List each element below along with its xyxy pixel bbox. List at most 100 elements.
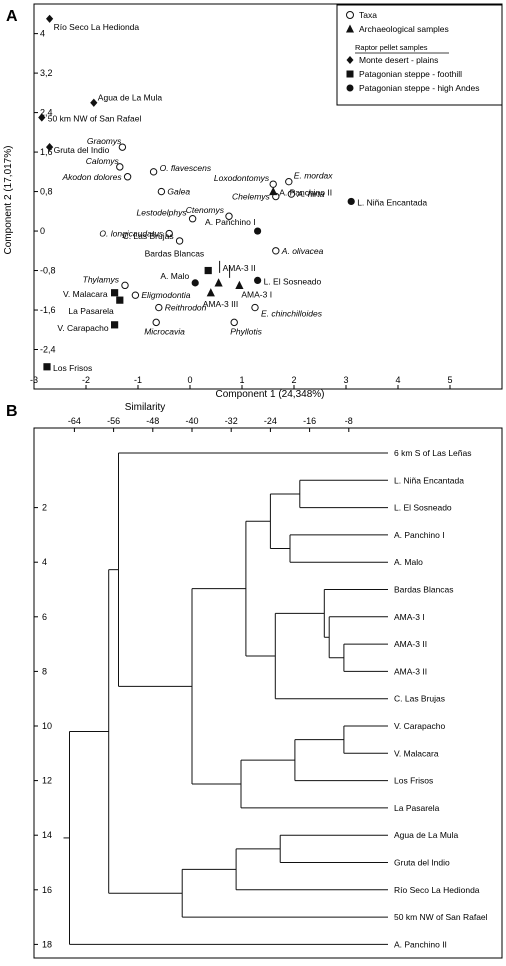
dendrogram-frame [33, 427, 503, 959]
point-label: Ctenomys [186, 205, 225, 215]
leaf-label: AMA-3 I [394, 612, 425, 622]
legend-marker-circle [346, 84, 354, 92]
dendrogram-panel: B Similarity -64 -56 -48 -40 -32 -24 -16 -8 2 4 6 8… [6, 402, 503, 959]
y-tick-label: 2,4 [40, 108, 53, 118]
index-tick-label: 8 [42, 666, 47, 676]
marker-open-circle [131, 291, 140, 299]
marker-open-circle [188, 215, 197, 223]
scatter-plot-frame [33, 3, 503, 390]
point-label: AMA-3 III [203, 299, 238, 309]
marker-diamond [46, 14, 54, 23]
marker-square [116, 296, 124, 304]
marker-diamond [38, 113, 46, 122]
point-label: A. Panchino I [205, 217, 256, 227]
leaf-label: Gruta del Indio [394, 858, 450, 868]
legend-label: Archaeological samples [359, 24, 449, 34]
x-tick-label: -2 [82, 375, 90, 385]
x-tick-label: 2 [291, 375, 296, 385]
point-label: O. longicaudatus [99, 229, 164, 239]
point-label: A. olivacea [281, 246, 324, 256]
y-tick-label: -1,6 [40, 305, 56, 315]
point-label: Phyllotis [230, 326, 262, 336]
leaf-label: Bardas Blancas [394, 585, 454, 595]
marker-triangle [206, 288, 215, 297]
marker-square [43, 363, 51, 371]
x-tick-label: 4 [395, 375, 400, 385]
similarity-tick-label: -40 [185, 416, 198, 426]
marker-square [111, 289, 119, 297]
index-tick-label: 2 [42, 503, 47, 513]
marker-open-circle [116, 163, 124, 171]
leaf-label: C. Las Brujas [394, 694, 445, 704]
marker-triangle [214, 278, 223, 287]
leaf-label: 50 km NW of San Rafael [394, 912, 488, 922]
marker-open-circle [123, 173, 132, 181]
index-tick-label: 16 [42, 885, 52, 895]
marker-open-circle [175, 237, 184, 245]
marker-open-circle [269, 180, 277, 188]
y-tick-label: 0 [40, 226, 45, 236]
point-label: Thylamys [83, 274, 120, 284]
point-label: E. chinchilloides [261, 309, 323, 319]
leaf-label: Los Frisos [394, 776, 433, 786]
marker-square [111, 321, 119, 329]
similarity-tick-label: -8 [345, 416, 353, 426]
point-label: C. Las Brujas [123, 231, 174, 241]
y-tick-label: -0,8 [40, 266, 56, 276]
dendrogram-tree [63, 452, 388, 945]
point-label: Lestodelphys [137, 208, 188, 218]
marker-open-circle [118, 143, 127, 151]
marker-open-circle [287, 190, 296, 198]
point-label: A. hirta [296, 189, 324, 199]
point-label: Bardas Blancas [145, 249, 205, 259]
leaf-label: V. Carapacho [394, 721, 445, 731]
marker-open-circle [157, 187, 166, 196]
similarity-tick-label: -24 [264, 416, 277, 426]
legend-subheading: Raptor pellet samples [355, 43, 428, 52]
legend-label: Patagonian steppe - high Andes [359, 83, 480, 93]
point-label: A. Malo [160, 271, 189, 281]
point-label: AMA-3 II [223, 263, 256, 273]
index-tick-label: 18 [42, 939, 52, 949]
leaf-label: 6 km S of Las Leñas [394, 448, 472, 458]
marker-diamond [46, 143, 54, 152]
legend-marker-triangle [346, 24, 354, 33]
marker-circle [254, 227, 262, 235]
index-tick-label: 12 [42, 776, 52, 786]
marker-circle [254, 276, 262, 285]
leaf-label: La Pasarela [394, 803, 440, 813]
point-label: La Pasarela [68, 306, 114, 316]
y-tick-label: 4 [40, 29, 45, 39]
index-tick-label: 14 [42, 830, 52, 840]
similarity-tick-label: -56 [107, 416, 120, 426]
point-label: Graomys [87, 136, 122, 146]
similarity-tick-label: -32 [225, 416, 238, 426]
marker-diamond [90, 98, 98, 107]
x-tick-label: -3 [30, 375, 38, 385]
point-label: AMA-3 I [241, 289, 272, 299]
y-tick-label: 0,8 [40, 187, 53, 197]
panel-label-a: A [6, 8, 18, 25]
marker-open-circle [285, 177, 293, 186]
marker-triangle [269, 186, 278, 196]
index-tick-label: 6 [42, 612, 47, 622]
marker-circle [347, 197, 355, 206]
point-label: Reithrodon [165, 303, 207, 313]
leaf-label: Agua de La Mula [394, 830, 459, 840]
legend-box [336, 4, 503, 106]
point-label: O. flavescens [160, 163, 212, 173]
leaf-label: V. Malacara [394, 748, 439, 758]
marker-open-circle [165, 229, 173, 238]
point-label: Microcavia [144, 326, 185, 336]
point-label: L. Niña Encantada [357, 197, 427, 207]
point-label: Eligmodontia [141, 290, 190, 300]
marker-open-circle [230, 318, 238, 327]
scatter-axes: -3 -2 -1 0 1 2 3 4 5 -2,4 -1,6 -0,8 0 0,8 1,6 2,4 3,2 4 [30, 29, 453, 389]
leaf-label: AMA-3 II [394, 666, 427, 676]
legend: Taxa Archaeological samples Raptor pellet … [336, 4, 503, 106]
dendrogram-axes: -64 -56 -48 -40 -32 -24 -16 -8 2 4 6 8 10 12 14 16 18 [34, 416, 353, 949]
panel-label-b: B [6, 403, 18, 420]
point-label: V. Malacara [63, 289, 108, 299]
x-axis-label: Component 1 (24,348%) [216, 389, 325, 400]
